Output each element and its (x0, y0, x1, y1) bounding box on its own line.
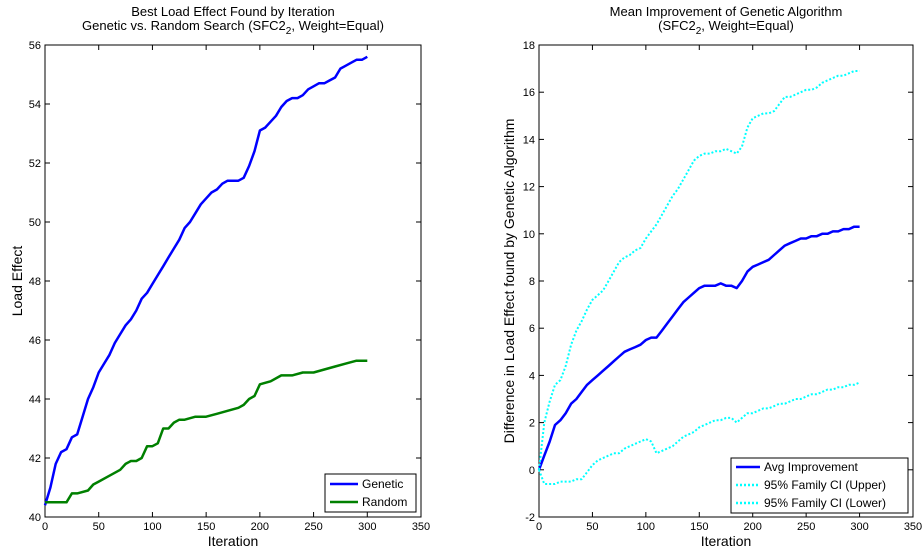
y-tick-label: 52 (29, 158, 41, 170)
x-axis-label: Iteration (208, 533, 259, 549)
x-tick-label: 200 (251, 521, 269, 533)
title-subscript: 2 (696, 26, 702, 37)
legend-box (324, 473, 417, 513)
series-layer (537, 70, 860, 485)
series-line-2 (538, 381, 860, 485)
series-layer (43, 55, 368, 506)
y-tick-label: 42 (29, 453, 41, 465)
y-tick-label: 44 (29, 394, 41, 406)
chart-title-line1: Best Load Effect Found by Iteration (131, 4, 335, 19)
title-part-b: , Weight=Equal) (291, 18, 384, 33)
plot-frame (538, 44, 914, 518)
legend-label-random: Random (362, 495, 407, 509)
chart-title-line1: Mean Improvement of Genetic Algorithm (610, 4, 843, 19)
x-tick-label: 250 (797, 521, 815, 533)
series-line-0 (43, 55, 368, 506)
y-tick-label: 12 (523, 182, 535, 194)
title-part-a: Genetic vs. Random Search (SFC2 (82, 18, 286, 33)
y-tick-label: 40 (29, 512, 41, 524)
legend-label-lower: 95% Family CI (Lower) (764, 496, 886, 510)
x-tick-label: 150 (197, 521, 215, 533)
y-tick-label: 6 (529, 323, 535, 335)
x-tick-label: 50 (586, 521, 598, 533)
y-tick-label: 18 (523, 40, 535, 52)
series-line-0 (537, 225, 860, 471)
x-tick-label: 350 (412, 521, 430, 533)
x-tick-label: 200 (744, 521, 762, 533)
series-line-1 (45, 359, 368, 504)
chart-title-line2: Genetic vs. Random Search (SFC22, Weight… (82, 18, 384, 37)
tick-layer: 0 50 100 150 200 250 300 350 40 42 44 46 48 50 52 54 56 (29, 40, 430, 533)
x-tick-label: 300 (358, 521, 376, 533)
legend: Avg Improvement 95% Family CI (Upper) 95… (730, 457, 909, 514)
y-tick-label: 14 (523, 134, 535, 146)
x-tick-label: 0 (42, 521, 48, 533)
series-line-1 (538, 70, 860, 470)
y-tick-label: 54 (29, 99, 41, 111)
legend-label-genetic: Genetic (362, 477, 403, 491)
x-tick-label: 50 (93, 521, 105, 533)
title-part-a: (SFC2 (658, 18, 696, 33)
y-tick-label: 4 (529, 370, 535, 382)
x-tick-label: 150 (690, 521, 708, 533)
x-tick-label: 100 (143, 521, 161, 533)
y-tick-label: 56 (29, 40, 41, 52)
title-subscript: 2 (286, 26, 292, 37)
legend: Genetic Random (324, 473, 417, 513)
x-tick-label: 0 (536, 521, 542, 533)
y-tick-label: 0 (529, 465, 535, 477)
chart-title-line2: (SFC22, Weight=Equal) (658, 18, 794, 37)
x-tick-label: 250 (304, 521, 322, 533)
y-axis-label: Load Effect (9, 246, 25, 317)
x-tick-label: 350 (904, 521, 922, 533)
y-tick-label: 46 (29, 335, 41, 347)
x-tick-label: 300 (850, 521, 868, 533)
chart-mean-improvement: Mean Improvement of Genetic Algorithm (S… (501, 4, 922, 549)
legend-box (730, 457, 909, 514)
plot-frame (44, 44, 422, 518)
y-tick-label: -2 (525, 512, 535, 524)
legend-label-avg: Avg Improvement (764, 460, 858, 474)
chart-load-effect: Best Load Effect Found by Iteration Gene… (9, 4, 430, 549)
y-tick-label: 50 (29, 217, 41, 229)
y-tick-label: 8 (529, 276, 535, 288)
y-tick-label: 2 (529, 418, 535, 430)
x-axis-label: Iteration (701, 533, 752, 549)
y-tick-label: 48 (29, 276, 41, 288)
legend-label-upper: 95% Family CI (Upper) (764, 478, 886, 492)
title-part-b: , Weight=Equal) (701, 18, 794, 33)
y-tick-label: 16 (523, 87, 535, 99)
y-tick-label: 10 (523, 229, 535, 241)
x-tick-label: 100 (637, 521, 655, 533)
y-axis-label: Difference in Load Effect found by Genet… (501, 119, 517, 444)
